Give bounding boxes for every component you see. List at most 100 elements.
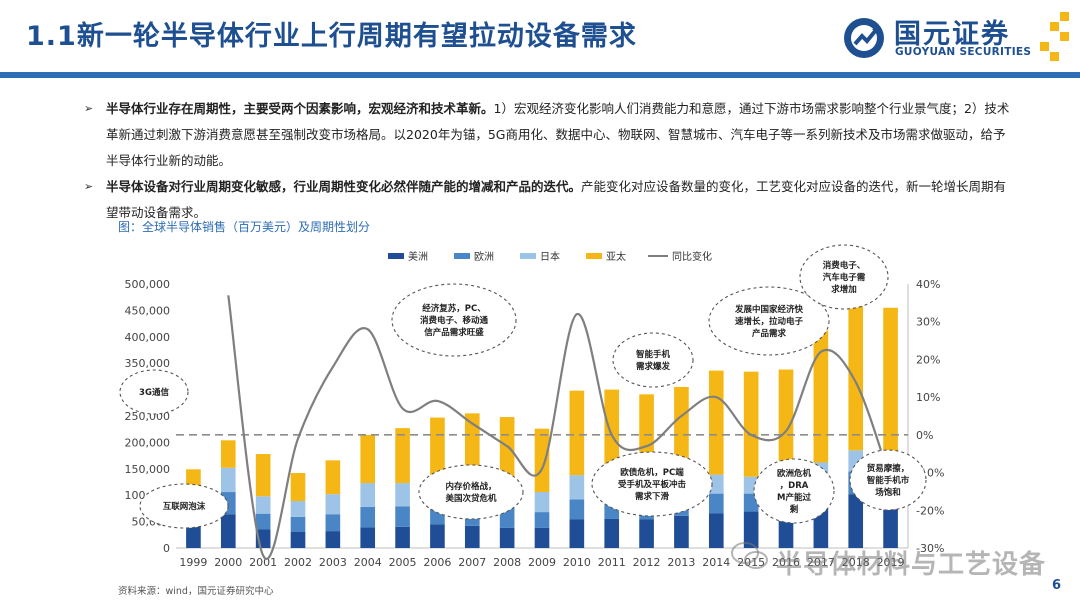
- y-right-tick-label: 0%: [916, 429, 933, 442]
- bar-segment-1: [290, 531, 306, 548]
- annotation-text-line: 欧债危机，PC端: [620, 467, 684, 478]
- annotation-text-line: 经济复苏，PC、: [422, 303, 485, 314]
- annotation-text-line: 欧洲危机: [777, 468, 812, 479]
- bullet-text: 1）宏观经济变化影响人们消费能力和意愿，通过下游市场需求影响整个行业景气度；2）…: [106, 101, 1010, 168]
- annotation-text: 发展中国家经济快速增长，拉动电子产品需求: [734, 304, 804, 339]
- x-tick-label: 2010: [563, 556, 591, 569]
- x-tick-label: 2006: [423, 556, 451, 569]
- annotation-text-line: 美国次贷危机: [445, 493, 497, 504]
- bar-segment-1: [360, 527, 376, 548]
- annotation-text-line: 剩: [790, 504, 799, 515]
- bar-segment-3: [255, 496, 271, 514]
- y-right-tick-label: 40%: [916, 278, 940, 291]
- bar-segment-4: [778, 369, 794, 479]
- x-tick-label: 2016: [772, 556, 800, 569]
- annotation-text: 欧债危机，PC端受手机及平板冲击需求下滑: [618, 467, 687, 502]
- y-right-tick-label: -30%: [916, 542, 944, 555]
- annotation-text: 欧洲危机 ，DRA M产能过剩: [777, 468, 812, 515]
- x-tick-label: 2019: [877, 556, 905, 569]
- annotation-text: 经济复苏，PC、消费电子、移动通信产品需求旺盛: [420, 303, 489, 338]
- bar-segment-4: [743, 371, 759, 477]
- x-tick-label: 2008: [493, 556, 521, 569]
- bar-segment-1: [186, 523, 201, 548]
- annotation-text-line: 信产品需求旺盛: [424, 327, 484, 338]
- semiconductor-sales-chart: 050,000100,000150,000200,000250,000300,0…: [119, 244, 944, 569]
- bullet-bold-text: 半导体行业存在周期性，主要受两个因素影响，宏观经济和技术革新。: [106, 101, 494, 116]
- bar-segment-1: [569, 519, 585, 548]
- x-tick-label: 2018: [842, 556, 870, 569]
- x-tick-label: 2000: [214, 556, 242, 569]
- y-left-tick-label: 200,000: [125, 436, 171, 449]
- annotation-text-line: ，DRA: [780, 481, 809, 491]
- bar-segment-4: [813, 330, 829, 463]
- annotation-text-line: 智能手机市: [866, 475, 910, 486]
- legend-label: 美洲: [408, 250, 428, 263]
- annotation-text-line: 需求下滑: [635, 491, 670, 502]
- bar-segment-4: [360, 435, 376, 484]
- bar-segment-1: [674, 515, 689, 548]
- y-left-tick-label: 0: [163, 542, 170, 555]
- annotation-bubble: [753, 458, 835, 524]
- bar-segment-4: [464, 413, 480, 479]
- legend-label: 同比变化: [672, 250, 712, 263]
- x-tick-label: 1999: [179, 556, 207, 569]
- annotation-text-line: 发展中国家经济快: [734, 304, 804, 315]
- bar-segment-3: [220, 467, 236, 493]
- annotation-text-line: 汽车电子需: [823, 272, 866, 283]
- bullet-item: ➢ 半导体行业存在周期性，主要受两个因素影响，宏观经济和技术革新。1）宏观经济变…: [84, 96, 1014, 174]
- annotation-bubble: [418, 464, 524, 520]
- annotation-text-line: 受手机及平板冲击: [618, 479, 687, 490]
- bullet-bold-text: 半导体设备对行业周期变化敏感，行业周期性变化必然伴随产能的增减和产品的迭代。: [106, 179, 582, 194]
- legend-swatch: [520, 253, 536, 259]
- yoy-change-line: [227, 295, 892, 560]
- bar-segment-1: [639, 519, 654, 548]
- annotation-bubble: [612, 332, 694, 388]
- bar-segment-4: [534, 428, 550, 493]
- legend-label: 亚太: [606, 250, 626, 263]
- bar-segment-4: [290, 473, 306, 502]
- annotation-bubble: [849, 449, 927, 511]
- x-tick-label: 2005: [389, 556, 417, 569]
- bar-segment-3: [534, 492, 550, 513]
- bar-segment-1: [743, 511, 759, 548]
- logo-english-name: GUOYUAN SECURITIES: [895, 46, 1032, 58]
- bullet-list: ➢ 半导体行业存在周期性，主要受两个因素影响，宏观经济和技术革新。1）宏观经济变…: [84, 96, 1014, 226]
- annotation-text-line: 速增长，拉动电子: [735, 316, 804, 327]
- bar-segment-1: [499, 527, 515, 548]
- annotation-bubble: [799, 244, 889, 310]
- y-right-tick-label: 10%: [916, 391, 940, 404]
- bar-segment-4: [708, 370, 724, 475]
- slide-title: 1.1新一轮半导体行业上行周期有望拉动设备需求: [26, 21, 637, 52]
- x-tick-label: 2012: [633, 556, 661, 569]
- bar-segment-3: [395, 483, 410, 507]
- bar-segment-4: [325, 460, 341, 495]
- figure-caption: 图：全球半导体销售（百万美元）及周期性划分: [118, 220, 371, 234]
- bar-segment-1: [883, 506, 898, 548]
- x-tick-label: 2017: [807, 556, 835, 569]
- legend-label: 日本: [540, 250, 560, 263]
- title-bar: 1.1新一轮半导体行业上行周期有望拉动设备需求 国元证券 GUOYUAN SEC…: [0, 0, 1080, 72]
- wechat-watermark-icon: [731, 542, 768, 569]
- bar-segment-2: [708, 493, 724, 514]
- annotation-text: 贸易摩擦，智能手机市场饱和: [866, 463, 910, 498]
- y-left-tick-label: 500,000: [125, 278, 171, 291]
- annotation-text: 3G通信: [139, 387, 169, 398]
- bar-segment-1: [325, 531, 341, 548]
- annotation-text-line: M产能过: [777, 492, 811, 503]
- bar-segment-3: [290, 501, 306, 517]
- annotation-text: 内存价格战，美国次贷危机: [445, 481, 497, 504]
- bar-segment-3: [708, 474, 724, 494]
- bar-segment-1: [534, 527, 550, 548]
- watermark-text: 半导体材料与工艺设备: [776, 550, 1047, 580]
- bar-segment-2: [325, 514, 341, 532]
- bar-segment-1: [848, 494, 864, 548]
- bar-segment-2: [255, 513, 271, 530]
- annotation-text: 消费电子、汽车电子需求增加: [823, 260, 866, 295]
- y-left-tick-label: 400,000: [125, 331, 171, 344]
- annotation-bubble: [119, 369, 189, 415]
- y-left-tick-label: 450,000: [125, 304, 171, 317]
- annotation-bubble: [591, 451, 713, 517]
- legend-swatch: [454, 253, 470, 259]
- bar-segment-2: [534, 512, 550, 528]
- bullet-arrow-icon: ➢: [84, 102, 94, 115]
